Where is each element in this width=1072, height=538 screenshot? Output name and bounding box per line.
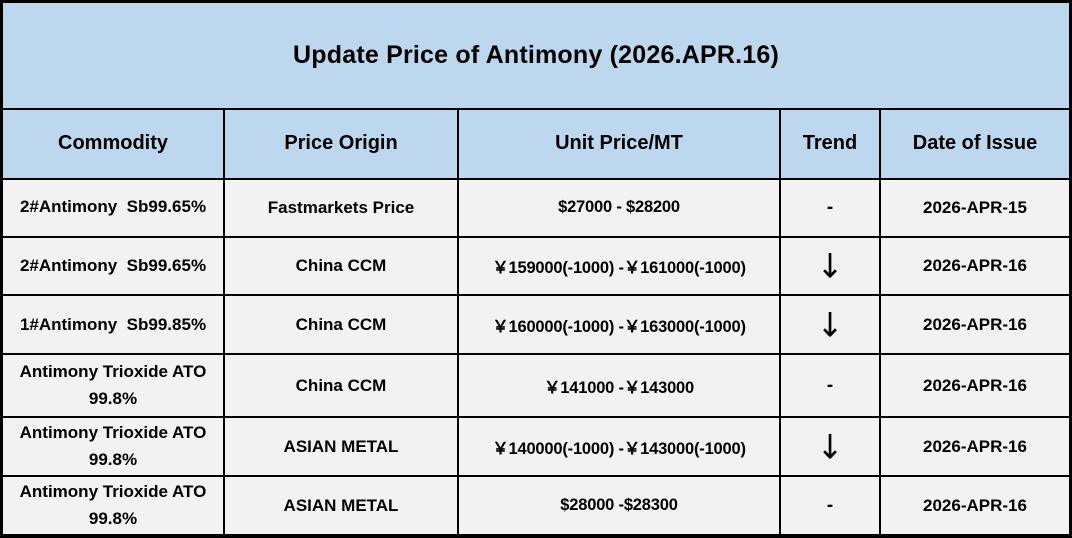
unit-price-value: ￥140000(-1000) -￥143000(-1000) — [459, 418, 781, 476]
trend-cell: - — [781, 179, 881, 236]
trend-flat-icon: - — [826, 375, 834, 397]
table-header-row: Commodity Price Origin Unit Price/MT Tre… — [3, 109, 1069, 180]
commodity-value: 2#Antimony Sb99.65% — [3, 237, 225, 295]
date-of-issue-value: 2026-APR-16 — [923, 256, 1027, 275]
price-origin-value: China CCM — [225, 296, 459, 354]
table-row: Antimony Trioxide ATO 99.8% China CCM ￥1… — [3, 355, 1069, 419]
date-of-issue-value: 2026-APR-16 — [923, 436, 1027, 456]
page-title: Update Price of Antimony (2026.APR.16) — [293, 40, 779, 69]
unit-price-value: ￥160000(-1000) -￥163000(-1000) — [459, 296, 781, 354]
trend-down-icon: ↓ — [816, 426, 844, 467]
table-row: 2#Antimony Sb99.65% China CCM ￥159000(-1… — [3, 237, 1069, 297]
column-header-commodity: Commodity — [3, 109, 225, 178]
unit-price-value: $27000 - $28200 — [459, 179, 781, 236]
trend-cell: ↓ — [781, 418, 881, 476]
column-header-date-of-issue: Date of Issue — [912, 132, 1038, 155]
price-origin-value: ASIAN METAL — [225, 418, 459, 476]
commodity-value: Antimony Trioxide ATO 99.8% — [3, 418, 225, 476]
table-row: Antimony Trioxide ATO 99.8% ASIAN METAL … — [3, 477, 1069, 534]
price-origin-value: China CCM — [225, 237, 459, 295]
unit-price-value: ￥141000 -￥143000 — [459, 355, 781, 417]
column-header-price-origin: Price Origin — [225, 109, 459, 178]
price-origin-value: ASIAN METAL — [225, 477, 459, 534]
trend-cell: ↓ — [781, 296, 881, 354]
date-of-issue-value: 2026-APR-15 — [923, 197, 1027, 217]
commodity-value: 2#Antimony Sb99.65% — [3, 179, 225, 236]
trend-cell: - — [781, 355, 881, 417]
commodity-value: Antimony Trioxide ATO 99.8% — [3, 477, 225, 534]
commodity-value: 1#Antimony Sb99.85% — [3, 296, 225, 354]
trend-flat-icon: - — [826, 495, 834, 517]
date-of-issue-value: 2026-APR-16 — [923, 495, 1027, 515]
trend-cell: - — [781, 477, 881, 534]
unit-price-value: ￥159000(-1000) -￥161000(-1000) — [459, 237, 781, 295]
column-header-trend: Trend — [781, 109, 881, 178]
date-of-issue-value: 2026-APR-16 — [923, 314, 1027, 334]
title-band: Update Price of Antimony (2026.APR.16) — [3, 3, 1069, 110]
trend-down-icon: ↓ — [816, 304, 844, 345]
trend-flat-icon: - — [826, 197, 834, 219]
table-row: 1#Antimony Sb99.85% China CCM ￥160000(-1… — [3, 296, 1069, 356]
trend-cell: ↓ — [781, 237, 881, 295]
price-origin-value: China CCM — [225, 355, 459, 417]
price-origin-value: Fastmarkets Price — [225, 179, 459, 236]
table-row: 2#Antimony Sb99.65% Fastmarkets Price $2… — [3, 179, 1069, 238]
commodity-value: Antimony Trioxide ATO 99.8% — [3, 355, 225, 417]
unit-price-value: $28000 -$28300 — [459, 477, 781, 534]
date-of-issue-value: 2026-APR-16 — [923, 375, 1027, 395]
table-row: Antimony Trioxide ATO 99.8% ASIAN METAL … — [3, 418, 1069, 478]
trend-down-icon: ↓ — [816, 246, 844, 286]
column-header-unit-price: Unit Price/MT — [459, 109, 781, 178]
